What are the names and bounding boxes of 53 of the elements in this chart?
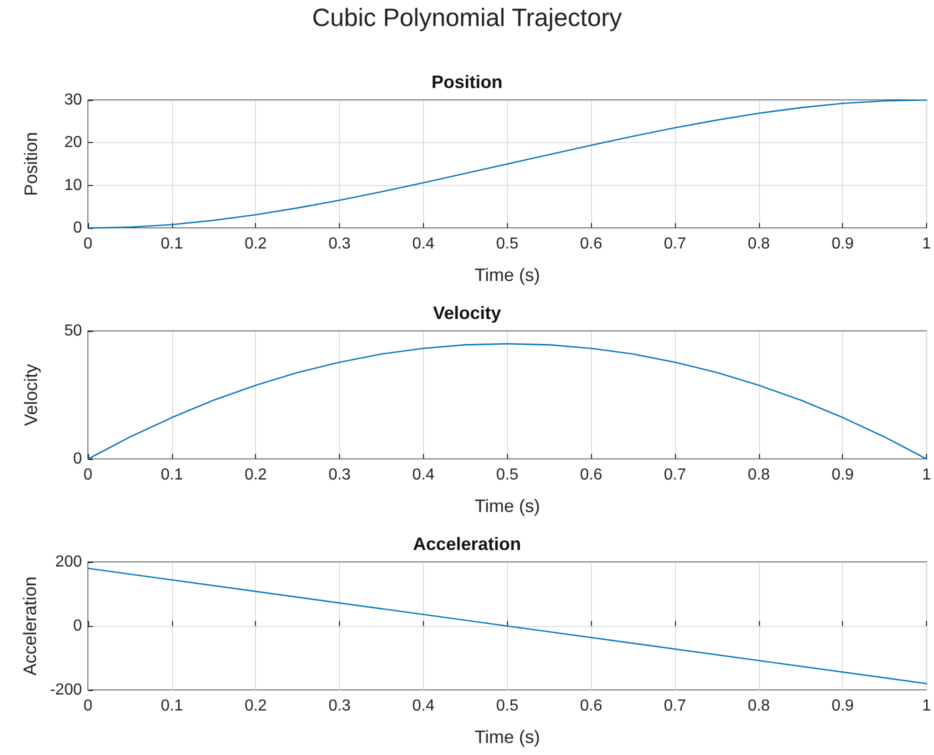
x-axis-title: Time (s) — [474, 727, 540, 747]
y-tick-label: 10 — [64, 176, 82, 194]
x-tick-label: 0.5 — [496, 466, 518, 484]
y-tick-label: 50 — [64, 322, 82, 340]
x-tick-label: 0.5 — [496, 698, 518, 714]
x-tick-label: 0.6 — [580, 466, 602, 484]
x-tick-label: 0.3 — [328, 466, 351, 484]
y-tick-label: 0 — [73, 618, 82, 634]
x-tick-label: 0 — [84, 466, 93, 484]
x-tick-label: 1 — [922, 698, 932, 714]
y-tick-label: 0 — [73, 220, 82, 236]
x-tick-label: 0.7 — [664, 698, 686, 714]
x-tick-label: 0.2 — [244, 466, 267, 484]
x-tick-label: 0.8 — [748, 236, 770, 252]
chart-title: Position — [432, 72, 502, 92]
x-tick-label: 0.8 — [748, 698, 770, 714]
y-axis-title: Velocity — [21, 364, 41, 426]
x-tick-label: 0.5 — [496, 236, 518, 252]
y-axis-title: Acceleration — [20, 576, 40, 676]
x-tick-label: 0.6 — [580, 236, 602, 252]
x-tick-label: 0.9 — [832, 698, 854, 714]
x-tick-label: 0.1 — [160, 236, 184, 252]
x-tick-label: 0.2 — [244, 698, 267, 714]
x-tick-label: 0.1 — [160, 698, 184, 714]
x-tick-label: 0.7 — [664, 236, 686, 252]
x-axis-title: Time (s) — [474, 496, 540, 516]
x-tick-label: 0.8 — [748, 466, 770, 484]
x-tick-label: 0.9 — [832, 466, 854, 484]
x-tick-label: 0 — [84, 698, 93, 714]
y-axis-title: Position — [21, 132, 41, 196]
x-tick-label: 0.3 — [328, 698, 351, 714]
chart-title: Acceleration — [412, 534, 522, 554]
x-tick-label: 0.4 — [412, 466, 435, 484]
x-tick-label: 0.4 — [412, 698, 435, 714]
x-tick-label: 0.2 — [244, 236, 267, 252]
line-series — [87, 99, 928, 229]
y-tick-label: -200 — [50, 682, 82, 698]
x-tick-label: 0.7 — [664, 466, 686, 484]
x-tick-label: 0.9 — [832, 236, 854, 252]
x-tick-label: 0.1 — [160, 466, 184, 484]
y-tick-label: 30 — [64, 92, 82, 108]
y-tick-label: 0 — [73, 450, 82, 468]
x-tick-label: 0 — [84, 236, 93, 252]
text: Cubic Polynomial Trajectory — [311, 4, 623, 33]
x-tick-label: 0.6 — [580, 698, 602, 714]
x-tick-label: 0.4 — [412, 236, 435, 252]
x-tick-label: 1 — [922, 236, 932, 252]
x-tick-label: 1 — [922, 466, 932, 484]
x-axis-title: Time (s) — [474, 265, 540, 285]
chart-title: Velocity — [432, 303, 502, 323]
x-tick-label: 0.3 — [328, 236, 351, 252]
y-tick-label: 20 — [64, 134, 82, 152]
y-tick-label: 200 — [55, 554, 82, 570]
